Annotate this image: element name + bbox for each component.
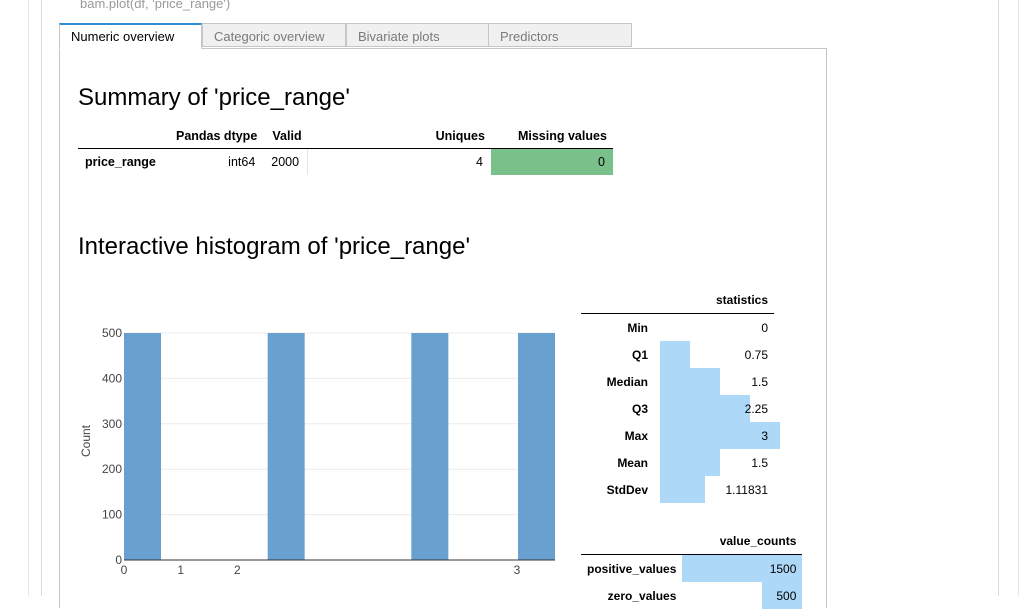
histogram-x-ticks: 0 1 2 3 xyxy=(121,563,521,577)
summary-header-uniques: Uniques xyxy=(429,127,491,149)
x-tick-label: 0 xyxy=(121,563,128,577)
statistics-value-bar xyxy=(660,341,690,368)
notebook-right-border xyxy=(1018,0,1019,596)
summary-uniques: 4 xyxy=(475,155,483,169)
statistics-value-cell: 1.5 xyxy=(654,449,774,476)
statistics-value-cell: 0 xyxy=(654,314,774,342)
x-tick-label: 2 xyxy=(234,563,241,577)
statistics-row: Median 1.5 xyxy=(581,368,774,395)
statistics-value: 1.11831 xyxy=(725,482,769,497)
statistics-row: Mean 1.5 xyxy=(581,449,774,476)
statistics-value: 0.75 xyxy=(744,347,768,362)
statistics-value: 1.5 xyxy=(751,374,768,389)
summary-header-blank-2 xyxy=(307,127,430,149)
summary-title: Summary of 'price_range' xyxy=(78,84,350,111)
statistics-label: Q3 xyxy=(631,401,648,416)
statistics-label: Max xyxy=(624,428,648,443)
value-counts-value-cell: 1500 xyxy=(682,555,803,582)
value-counts-bar xyxy=(682,555,803,582)
summary-valid: 2000 xyxy=(263,148,309,175)
statistics-label: Min xyxy=(627,320,648,335)
tab-numeric-overview[interactable]: Numeric overview xyxy=(59,23,202,49)
cell-right-border xyxy=(998,0,999,596)
statistics-value-bar xyxy=(660,476,705,503)
statistics-row: Q3 2.25 xyxy=(581,395,774,422)
statistics-header-blank xyxy=(581,291,654,314)
statistics-value-cell: 3 xyxy=(654,422,780,449)
histogram-y-label: Count xyxy=(79,424,93,457)
y-tick-label: 200 xyxy=(102,462,122,476)
summary-row-name: price_range xyxy=(85,155,156,169)
histogram-gridlines xyxy=(124,332,555,516)
value-counts-value: 1500 xyxy=(769,561,797,576)
statistics-value-bar xyxy=(660,449,720,476)
histogram-chart[interactable]: 0 100 200 300 400 500 0 1 2 3 Count xyxy=(70,320,570,596)
statistics-row: Q1 0.75 xyxy=(581,341,774,368)
x-tick-label: 3 xyxy=(514,563,521,577)
summary-header-dtype: Pandas dtype xyxy=(170,127,264,149)
summary-dtype: int64 xyxy=(228,155,256,169)
statistics-row: Min 0 xyxy=(581,314,774,342)
value-counts-label: positive_values xyxy=(587,561,677,576)
value-counts-header-blank xyxy=(581,532,683,555)
statistics-row: Max 3 xyxy=(581,422,780,449)
statistics-value-bar xyxy=(660,395,750,422)
summary-header-blank xyxy=(78,127,170,149)
tab-predictors[interactable]: Predictors xyxy=(488,23,632,47)
summary-header-valid: Valid xyxy=(263,127,308,149)
x-tick-label: 1 xyxy=(177,563,184,577)
statistics-row: StdDev 1.11831 xyxy=(581,476,774,503)
statistics-label: Q1 xyxy=(631,347,648,362)
statistics-value: 3 xyxy=(761,428,768,443)
statistics-table: statistics Min 0 Q1 0.75 Median 1.5 Q3 2.25 Max 3… xyxy=(581,291,780,503)
y-tick-label: 100 xyxy=(102,508,122,522)
histogram-bar[interactable] xyxy=(411,333,449,560)
histogram-bar[interactable] xyxy=(518,333,555,560)
tab-categoric-overview[interactable]: Categoric overview xyxy=(202,23,346,47)
y-tick-label: 500 xyxy=(102,326,122,340)
histogram-title: Interactive histogram of 'price_range' xyxy=(78,233,471,260)
histogram-bar[interactable] xyxy=(124,333,161,560)
statistics-header: statistics xyxy=(654,291,774,314)
value-counts-row: positive_values 1500 xyxy=(581,555,803,582)
histogram-bar[interactable] xyxy=(267,333,305,560)
statistics-value: 0 xyxy=(761,320,768,335)
tab-bivariate-plots[interactable]: Bivariate plots xyxy=(346,23,489,47)
statistics-value-cell: 1.11831 xyxy=(654,476,774,503)
statistics-value-bar xyxy=(660,422,780,449)
value-counts-table: value_counts positive_values 1500 zero_val… xyxy=(581,532,803,609)
histogram-y-ticks: 0 100 200 300 400 500 xyxy=(102,326,122,567)
histogram-bars xyxy=(124,333,555,560)
statistics-value-cell: 2.25 xyxy=(654,395,774,422)
statistics-value-bar xyxy=(660,368,720,395)
summary-missing: 0 xyxy=(490,148,613,175)
statistics-label: StdDev xyxy=(606,482,648,497)
summary-table: Pandas dtype Valid Uniques Missing value… xyxy=(78,127,613,175)
code-input-line[interactable]: bam.plot(df, 'price_range') xyxy=(80,0,231,11)
y-tick-label: 0 xyxy=(115,553,122,567)
table-row: price_range int64 2000 4 0 xyxy=(78,148,613,176)
statistics-label: Median xyxy=(606,374,648,389)
y-tick-label: 300 xyxy=(102,417,122,431)
cell-left-border xyxy=(41,0,42,596)
summary-empty-cell xyxy=(308,149,430,176)
statistics-label: Mean xyxy=(617,455,648,470)
summary-header-missing: Missing values xyxy=(490,127,613,149)
value-counts-header: value_counts xyxy=(682,532,803,555)
statistics-value: 2.25 xyxy=(744,401,768,416)
notebook-left-border xyxy=(28,0,29,596)
statistics-value: 1.5 xyxy=(751,455,768,470)
y-tick-label: 400 xyxy=(102,371,122,385)
statistics-value-cell: 1.5 xyxy=(654,368,774,395)
statistics-value-cell: 0.75 xyxy=(654,341,774,368)
